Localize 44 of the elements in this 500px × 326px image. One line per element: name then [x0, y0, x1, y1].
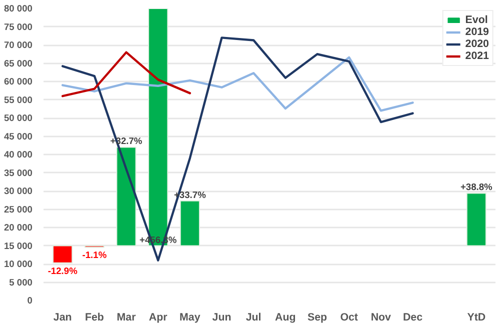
y-tick-label: 5 000: [9, 277, 32, 288]
y-tick-label: 70 000: [4, 40, 32, 50]
y-tick-label: 50 000: [4, 113, 32, 123]
annotation: +38.8%: [460, 182, 494, 192]
annotation: -1.1%: [82, 250, 108, 260]
x-tick-label: YtD: [467, 312, 486, 324]
x-tick-label: Nov: [370, 312, 392, 324]
x-tick-label: Mar: [116, 312, 136, 324]
x-tick-label: Apr: [148, 312, 168, 324]
line-series: [62, 51, 192, 98]
x-tick-label: Jun: [212, 312, 232, 324]
bar: [466, 192, 486, 246]
y-tick-label: 25 000: [4, 204, 32, 214]
y-tick-label: 65 000: [4, 58, 32, 68]
x-tick-label: Aug: [275, 312, 296, 324]
x-tick-label: Jan: [53, 312, 72, 324]
legend-label: 2021: [465, 50, 489, 62]
y-tick-label: 80 000: [4, 4, 32, 14]
x-tick-label: May: [180, 312, 200, 324]
y-tick-label: 40 000: [4, 150, 32, 160]
legend-label: 2019: [465, 26, 489, 38]
bar: [52, 245, 73, 264]
x-tick-label: Dec: [402, 312, 423, 324]
annotation: -12.9%: [48, 266, 78, 276]
y-tick-label: 15 000: [4, 240, 32, 251]
x-tick-label: Feb: [84, 312, 104, 324]
y-tick-label: 60 000: [4, 76, 32, 86]
line-series: [62, 56, 414, 112]
y-tick-label: 55 000: [4, 94, 32, 105]
bar: [180, 200, 200, 246]
x-tick-label: Jul: [246, 312, 262, 324]
y-tick-label: 45 000: [4, 131, 32, 142]
y-tick-label: 20 000: [4, 222, 32, 232]
bar: [116, 146, 136, 246]
legend-label: Evol: [465, 14, 488, 26]
y-tick-label: 30 000: [4, 186, 32, 196]
x-tick-label: Oct: [340, 312, 358, 324]
x-tick-label: Sep: [307, 312, 328, 324]
legend-label: 2020: [465, 38, 489, 50]
y-tick-label: 10 000: [4, 259, 32, 269]
y-tick-label: 75 000: [4, 22, 32, 32]
y-tick-label: 0: [27, 296, 33, 306]
line-series: [62, 36, 414, 262]
y-tick-label: 35 000: [4, 168, 32, 178]
